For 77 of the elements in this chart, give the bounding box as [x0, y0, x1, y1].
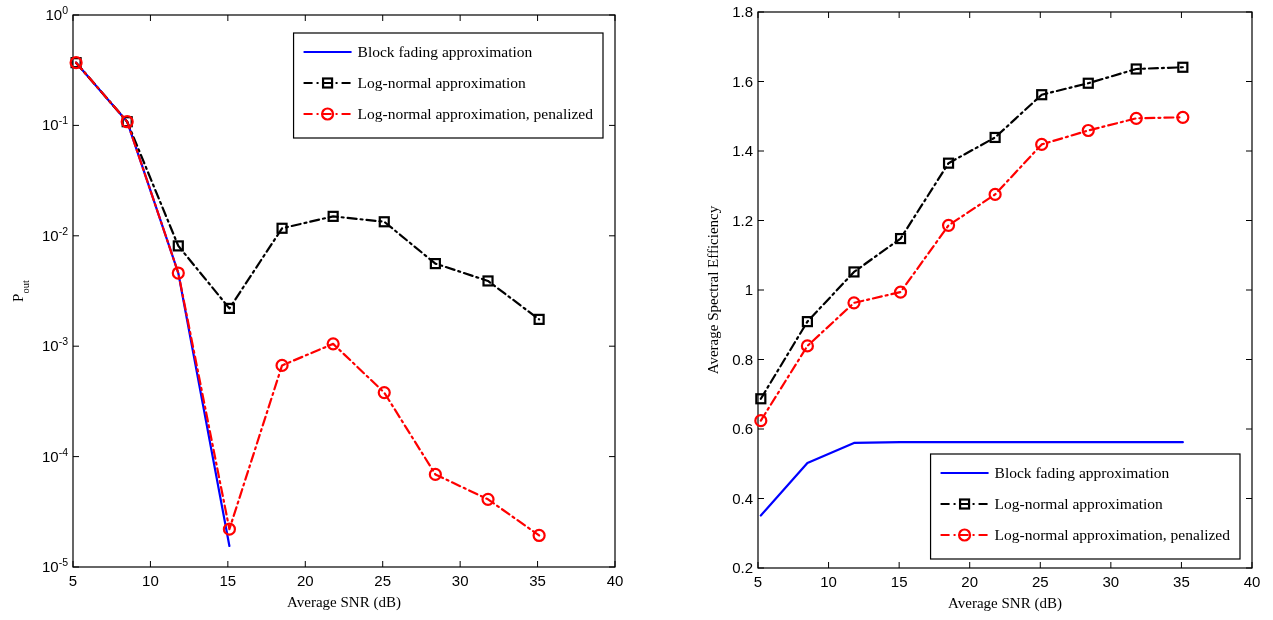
x-tick-label: 5: [68, 572, 78, 589]
x-tick-label: 30: [451, 572, 469, 589]
legend-label: Log-normal approximation, penalized: [994, 526, 1231, 543]
x-tick-label: 15: [890, 573, 908, 590]
point: [1176, 110, 1190, 124]
y-tick-label: 1: [744, 281, 753, 298]
point: [800, 339, 814, 353]
x-tick-label: 25: [374, 572, 392, 589]
y-tick-label: 1.8: [732, 3, 753, 20]
y-tick-label: 0.8: [732, 350, 753, 368]
x-tick-label: 40: [606, 572, 624, 589]
legend-label: Block fading approximation: [357, 43, 533, 60]
x-tick-label: 40: [1243, 573, 1261, 590]
point: [327, 210, 339, 222]
point: [533, 313, 545, 325]
x-tick-label: 10: [142, 572, 159, 589]
x-tick-label: 35: [529, 572, 546, 589]
point: [171, 266, 185, 280]
legend-label: Log-normal approximation: [994, 495, 1164, 512]
y-tick-label: 1.4: [732, 142, 753, 159]
point: [223, 302, 236, 314]
point: [847, 296, 861, 310]
y-tick-label: 10$^{-3}$: [41, 335, 69, 355]
x-tick-label: 10: [820, 573, 837, 590]
point: [941, 218, 956, 232]
point: [848, 266, 860, 278]
point: [428, 467, 442, 481]
point: [801, 316, 813, 328]
y-tick-label: 10$^{-4}$: [41, 445, 69, 465]
point: [893, 285, 908, 299]
point: [482, 275, 494, 287]
x-tick-label: 20: [961, 573, 979, 590]
legend-label: Log-normal approximation, penalized: [357, 105, 594, 122]
point: [1081, 123, 1095, 138]
point: [481, 492, 495, 506]
point: [429, 258, 441, 270]
x-axis-title: Average SNR (dB): [948, 595, 1062, 612]
point: [755, 393, 767, 405]
point: [326, 337, 340, 351]
y-tick-label: 10$^{-5}$: [41, 556, 69, 575]
x-tick-label: 30: [1102, 573, 1120, 590]
point: [276, 222, 288, 234]
y-axis-title: Average Spectral Efficiency: [705, 205, 721, 375]
point: [894, 232, 907, 245]
x-tick-label: 35: [1173, 573, 1190, 590]
x-tick-label: 15: [219, 572, 237, 589]
y-tick-label: 10$^{-1}$: [41, 114, 69, 134]
point: [989, 131, 1001, 144]
point: [1177, 61, 1189, 73]
point: [754, 414, 768, 428]
x-tick-label: 20: [296, 572, 314, 589]
point: [377, 385, 391, 400]
point: [172, 240, 184, 252]
y-tick-label: 1.6: [732, 72, 753, 90]
y-tick-label: 0.6: [732, 420, 753, 437]
y-tick-label: 10$^{-2}$: [41, 224, 69, 244]
y-tick-label: 10$^{0}$: [45, 4, 69, 23]
x-tick-label: 5: [753, 573, 763, 590]
legend-label: Block fading approximation: [994, 464, 1170, 481]
point: [942, 157, 955, 169]
y-tick-label: 0.2: [732, 559, 753, 576]
y-tick-label: 0.4: [732, 489, 753, 507]
point: [988, 187, 1002, 202]
line-series: [759, 441, 1184, 517]
x-axis-title: Average SNR (dB): [287, 594, 401, 611]
point: [1130, 63, 1142, 75]
point: [532, 528, 546, 543]
legend-label: Log-normal approximation: [357, 74, 527, 91]
x-tick-label: 25: [1031, 573, 1049, 590]
point: [1129, 111, 1143, 125]
y-tick-label: 1.2: [732, 211, 753, 229]
point: [1036, 89, 1048, 101]
point: [1035, 137, 1049, 151]
point: [378, 216, 390, 228]
point: [1082, 77, 1094, 89]
point: [222, 522, 237, 536]
point: [275, 358, 289, 372]
